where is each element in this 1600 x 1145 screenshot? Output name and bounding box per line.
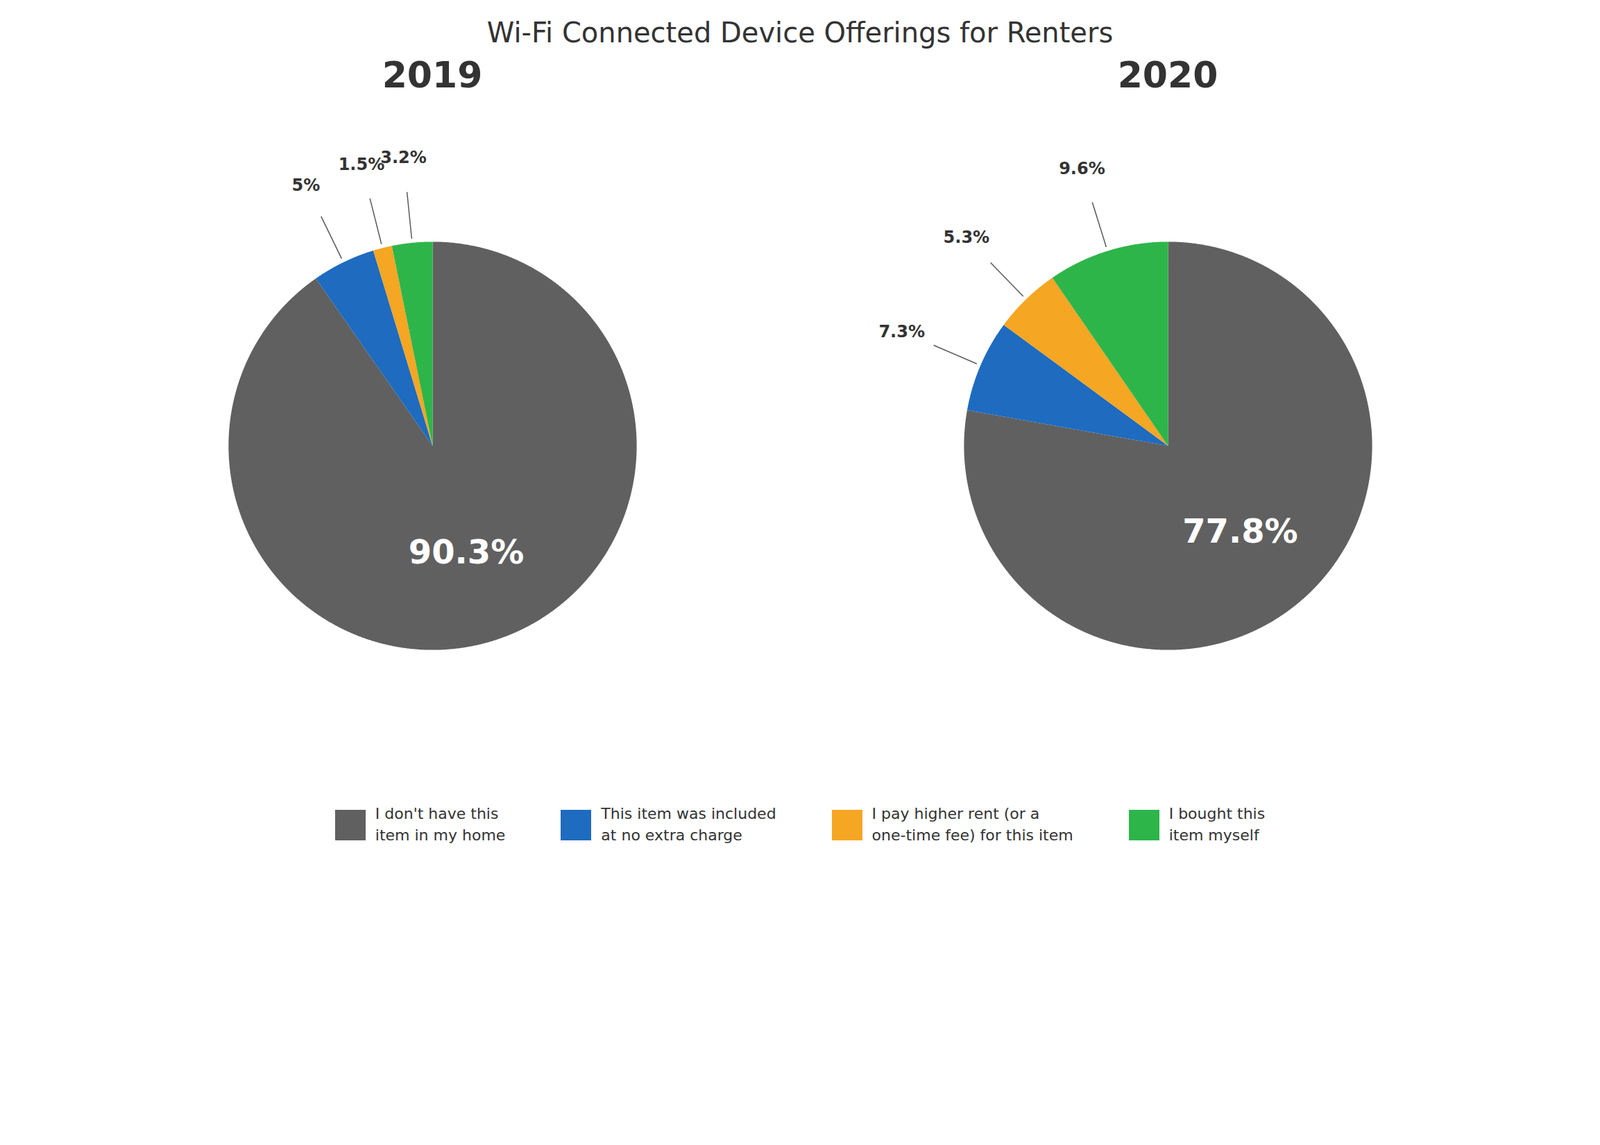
html-text:I don't have this item in my h: I don't have this item in my home xyxy=(375,804,506,844)
svg-text:5%: 5% xyxy=(292,175,321,195)
html-text:I pay higher rent (or a one-ti: I pay higher rent (or a one-time fee) fo… xyxy=(871,804,1074,844)
html-text:2019: 2019 xyxy=(382,54,483,96)
svg-text:1.5%: 1.5% xyxy=(338,154,386,175)
svg-text:5.3%: 5.3% xyxy=(943,227,991,248)
html-text:I bought this item myself: I bought this item myself xyxy=(1168,804,1266,844)
html-text:2020: 2020 xyxy=(1117,54,1218,96)
svg-text:3.2%: 3.2% xyxy=(380,147,427,168)
svg-text:7.3%: 7.3% xyxy=(878,321,925,342)
svg-text:90.3%: 90.3% xyxy=(408,532,525,572)
svg-text:9.6%: 9.6% xyxy=(1058,158,1106,179)
html-text:This item was included at no e: This item was included at no extra charg… xyxy=(601,804,777,844)
svg-text:77.8%: 77.8% xyxy=(1182,511,1299,551)
html-text:Wi-Fi Connected Device Offerin: Wi-Fi Connected Device Offerings for Ren… xyxy=(486,16,1114,49)
